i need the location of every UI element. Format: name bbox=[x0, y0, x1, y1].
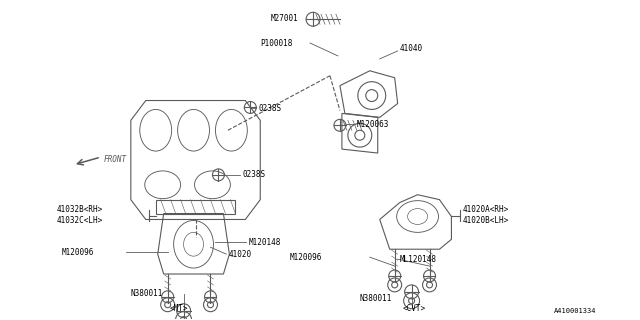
Text: 0238S: 0238S bbox=[243, 170, 266, 180]
Text: 41020A<RH>: 41020A<RH> bbox=[462, 205, 509, 214]
Text: P100018: P100018 bbox=[260, 38, 292, 48]
Text: FRONT: FRONT bbox=[104, 156, 127, 164]
Text: M120148: M120148 bbox=[248, 238, 281, 247]
Text: 41040: 41040 bbox=[399, 44, 423, 53]
Text: 41032C<LH>: 41032C<LH> bbox=[56, 216, 102, 225]
Text: A410001334: A410001334 bbox=[554, 308, 596, 314]
Text: <MT>: <MT> bbox=[170, 304, 188, 313]
Text: 41020: 41020 bbox=[228, 250, 252, 259]
Text: N380011: N380011 bbox=[131, 289, 163, 298]
Text: <CVT>: <CVT> bbox=[403, 304, 426, 313]
Text: 41020B<LH>: 41020B<LH> bbox=[462, 216, 509, 225]
Text: M27001: M27001 bbox=[270, 14, 298, 23]
Text: M120096: M120096 bbox=[61, 248, 93, 257]
Text: M120063: M120063 bbox=[357, 120, 389, 129]
Text: M120096: M120096 bbox=[289, 253, 321, 262]
Text: N380011: N380011 bbox=[360, 294, 392, 303]
Text: 41032B<RH>: 41032B<RH> bbox=[56, 205, 102, 214]
Text: ML120148: ML120148 bbox=[399, 255, 436, 264]
Text: 0238S: 0238S bbox=[259, 104, 282, 113]
